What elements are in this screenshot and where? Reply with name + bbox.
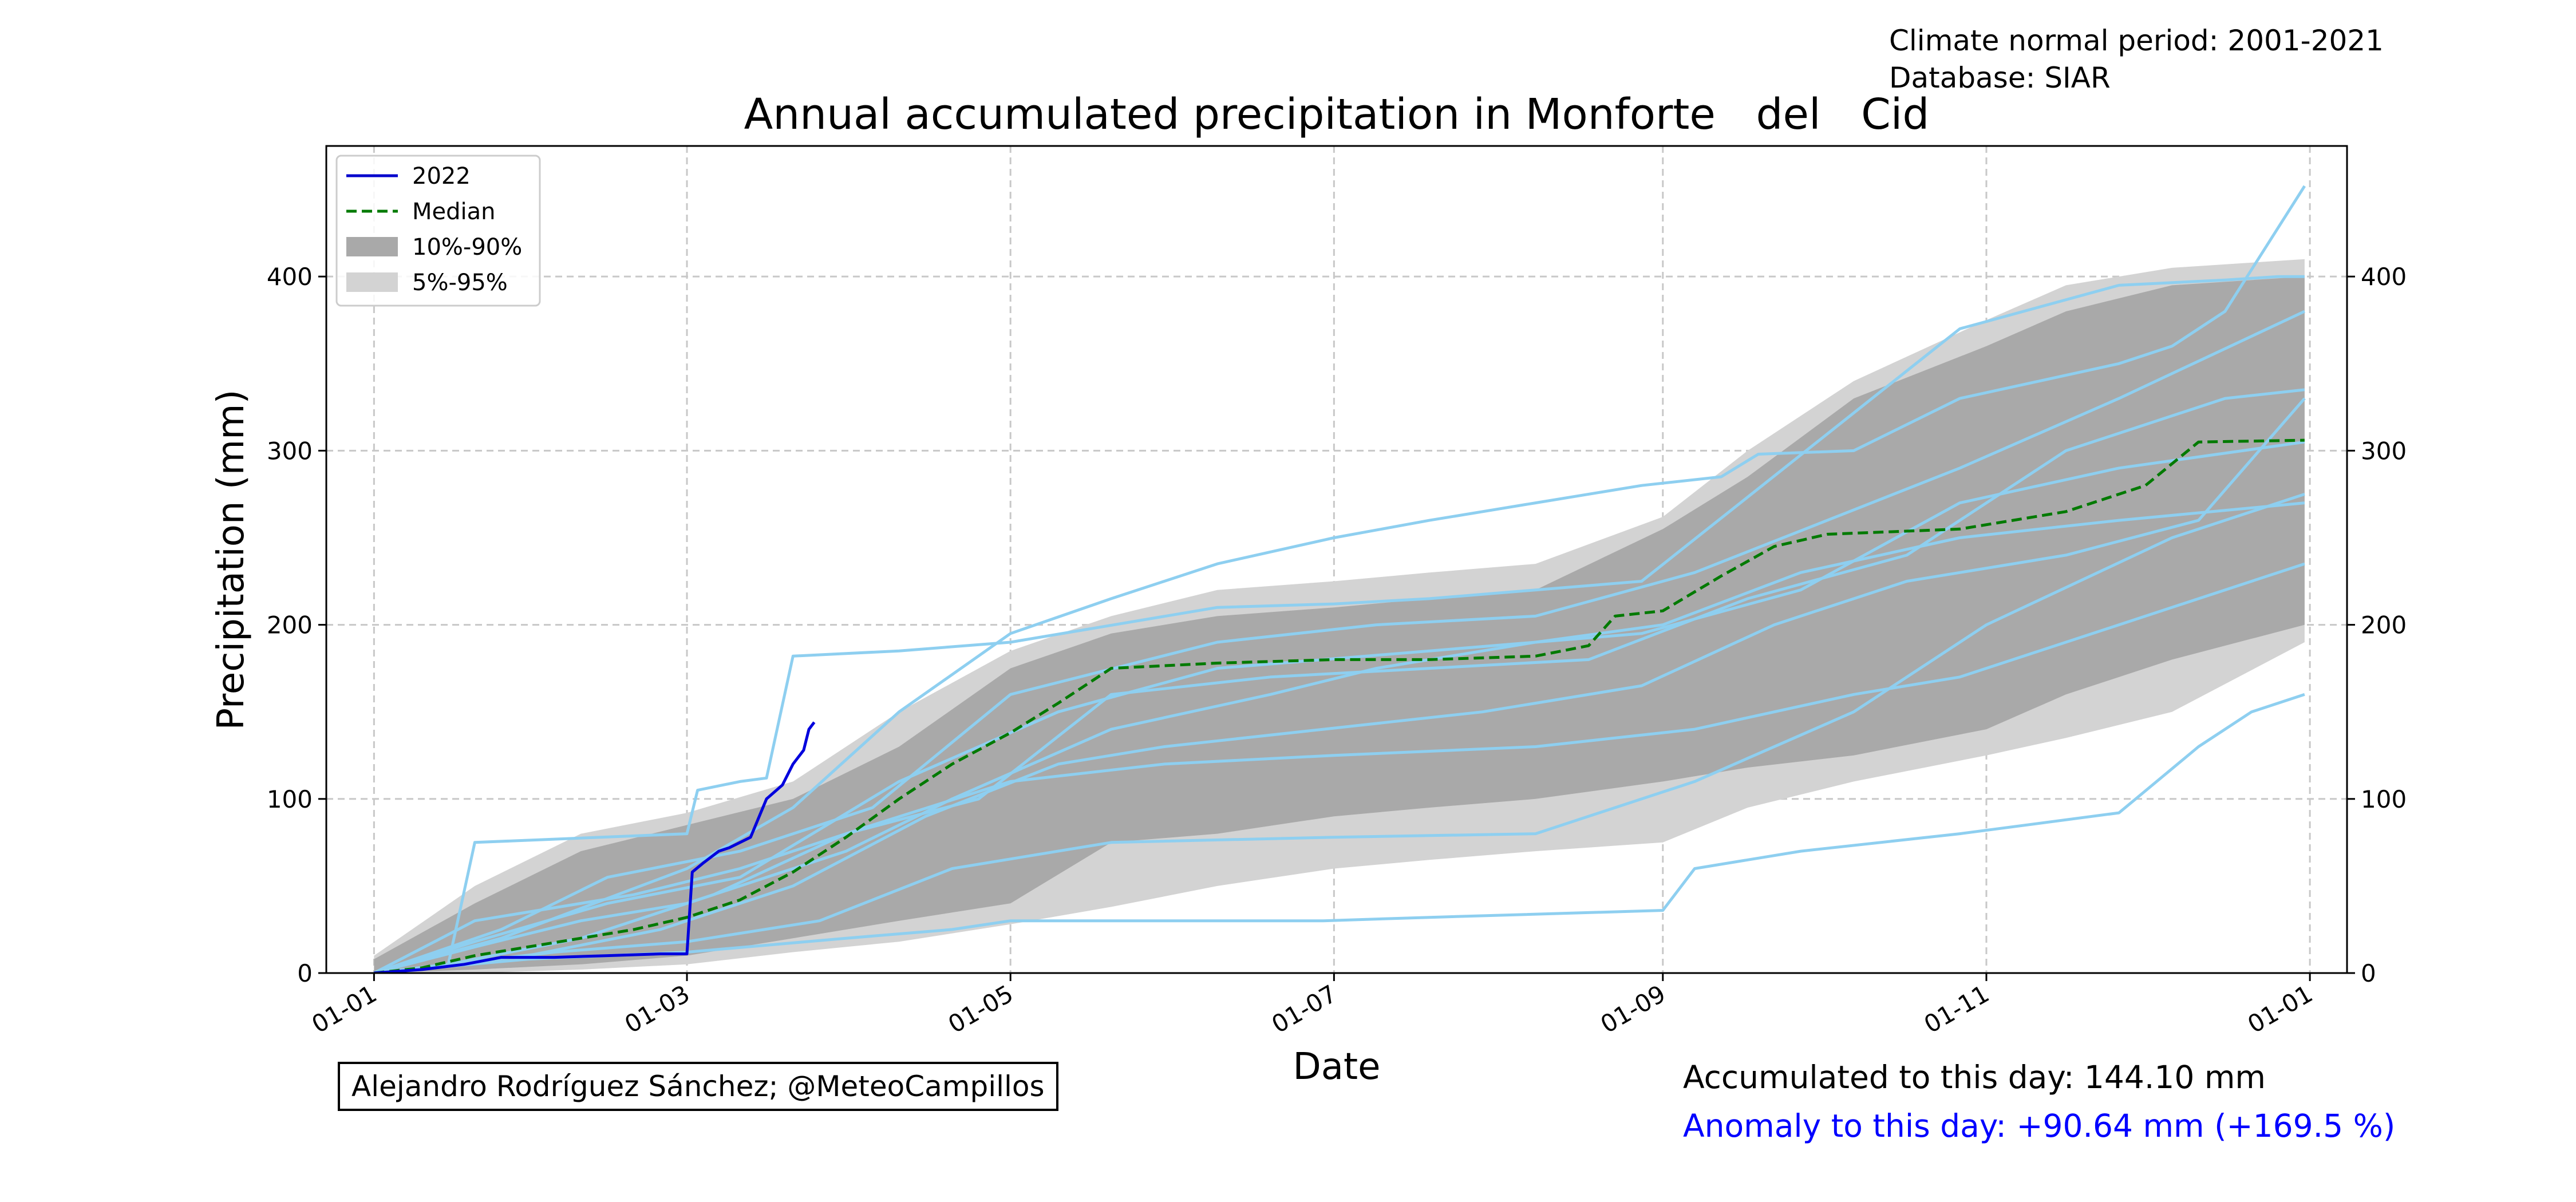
historical-year-line	[374, 693, 2305, 973]
historical-year-line	[374, 388, 2305, 973]
y-tick-label-left: 200	[267, 611, 313, 639]
anomaly-to-date: Anomaly to this day: +90.64 mm (+169.5 %…	[1683, 1108, 2396, 1144]
historical-year-line	[373, 185, 2306, 973]
x-tick-label: 01-03	[620, 979, 694, 1038]
axis-ticks: 01-01 01-03 01-05 01-07 01-09 01-11 01-010 0100…	[267, 263, 2407, 1039]
historical-year-line	[374, 275, 2305, 973]
historical-year-line	[373, 562, 2305, 973]
legend-label: 2022	[412, 163, 471, 189]
historical-year-line	[373, 310, 2305, 973]
database-label: Database: SIAR	[1889, 61, 2111, 94]
historical-year-line	[373, 501, 2305, 973]
y-tick-label-right: 400	[2361, 263, 2407, 291]
x-tick-label: 01-05	[943, 979, 1018, 1038]
y-tick-label-right: 200	[2361, 611, 2407, 639]
y-tick-label-left: 100	[267, 785, 313, 813]
chart-title: Annual accumulated precipitation in Monf…	[744, 90, 1930, 139]
historical-year-lines	[373, 185, 2306, 973]
legend-swatch	[346, 272, 398, 292]
y-tick-label-left: 300	[267, 437, 313, 465]
legend: 2022 Median 10%-90% 5%-95%	[335, 155, 541, 307]
y-tick-label-left: 400	[267, 263, 313, 291]
author-credit: Alejandro Rodríguez Sánchez; @MeteoCampi…	[338, 1062, 1058, 1111]
y-tick-label-right: 300	[2361, 437, 2407, 465]
legend-label: Median	[412, 199, 496, 225]
x-tick-label: 01-07	[1267, 979, 1341, 1038]
x-tick-label: 01-09	[1596, 979, 1670, 1038]
accumulated-to-date: Accumulated to this day: 144.10 mm	[1683, 1059, 2266, 1096]
x-tick-label: 01-01	[2243, 979, 2317, 1038]
main-series	[374, 438, 2305, 973]
y-tick-label-right: 0	[2361, 959, 2376, 987]
legend-label: 5%-95%	[412, 270, 508, 296]
legend-frame	[335, 155, 541, 307]
y-tick-label-right: 100	[2361, 785, 2407, 813]
x-tick-label: 01-01	[307, 979, 381, 1038]
series-median	[374, 438, 2305, 973]
legend-swatch	[346, 237, 398, 256]
x-tick-label: 01-11	[1919, 979, 1994, 1038]
y-tick-label-left: 0	[297, 959, 313, 987]
y-axis-label: Precipitation (mm)	[210, 390, 252, 730]
historical-year-line	[373, 440, 2305, 973]
series-2022	[374, 721, 816, 973]
climate-period-label: Climate normal period: 2001-2021	[1889, 24, 2384, 57]
historical-year-line	[374, 397, 2306, 973]
legend-label: 10%-90%	[412, 234, 522, 260]
plot-frame	[325, 145, 2348, 974]
x-axis-label: Date	[1293, 1046, 1381, 1088]
